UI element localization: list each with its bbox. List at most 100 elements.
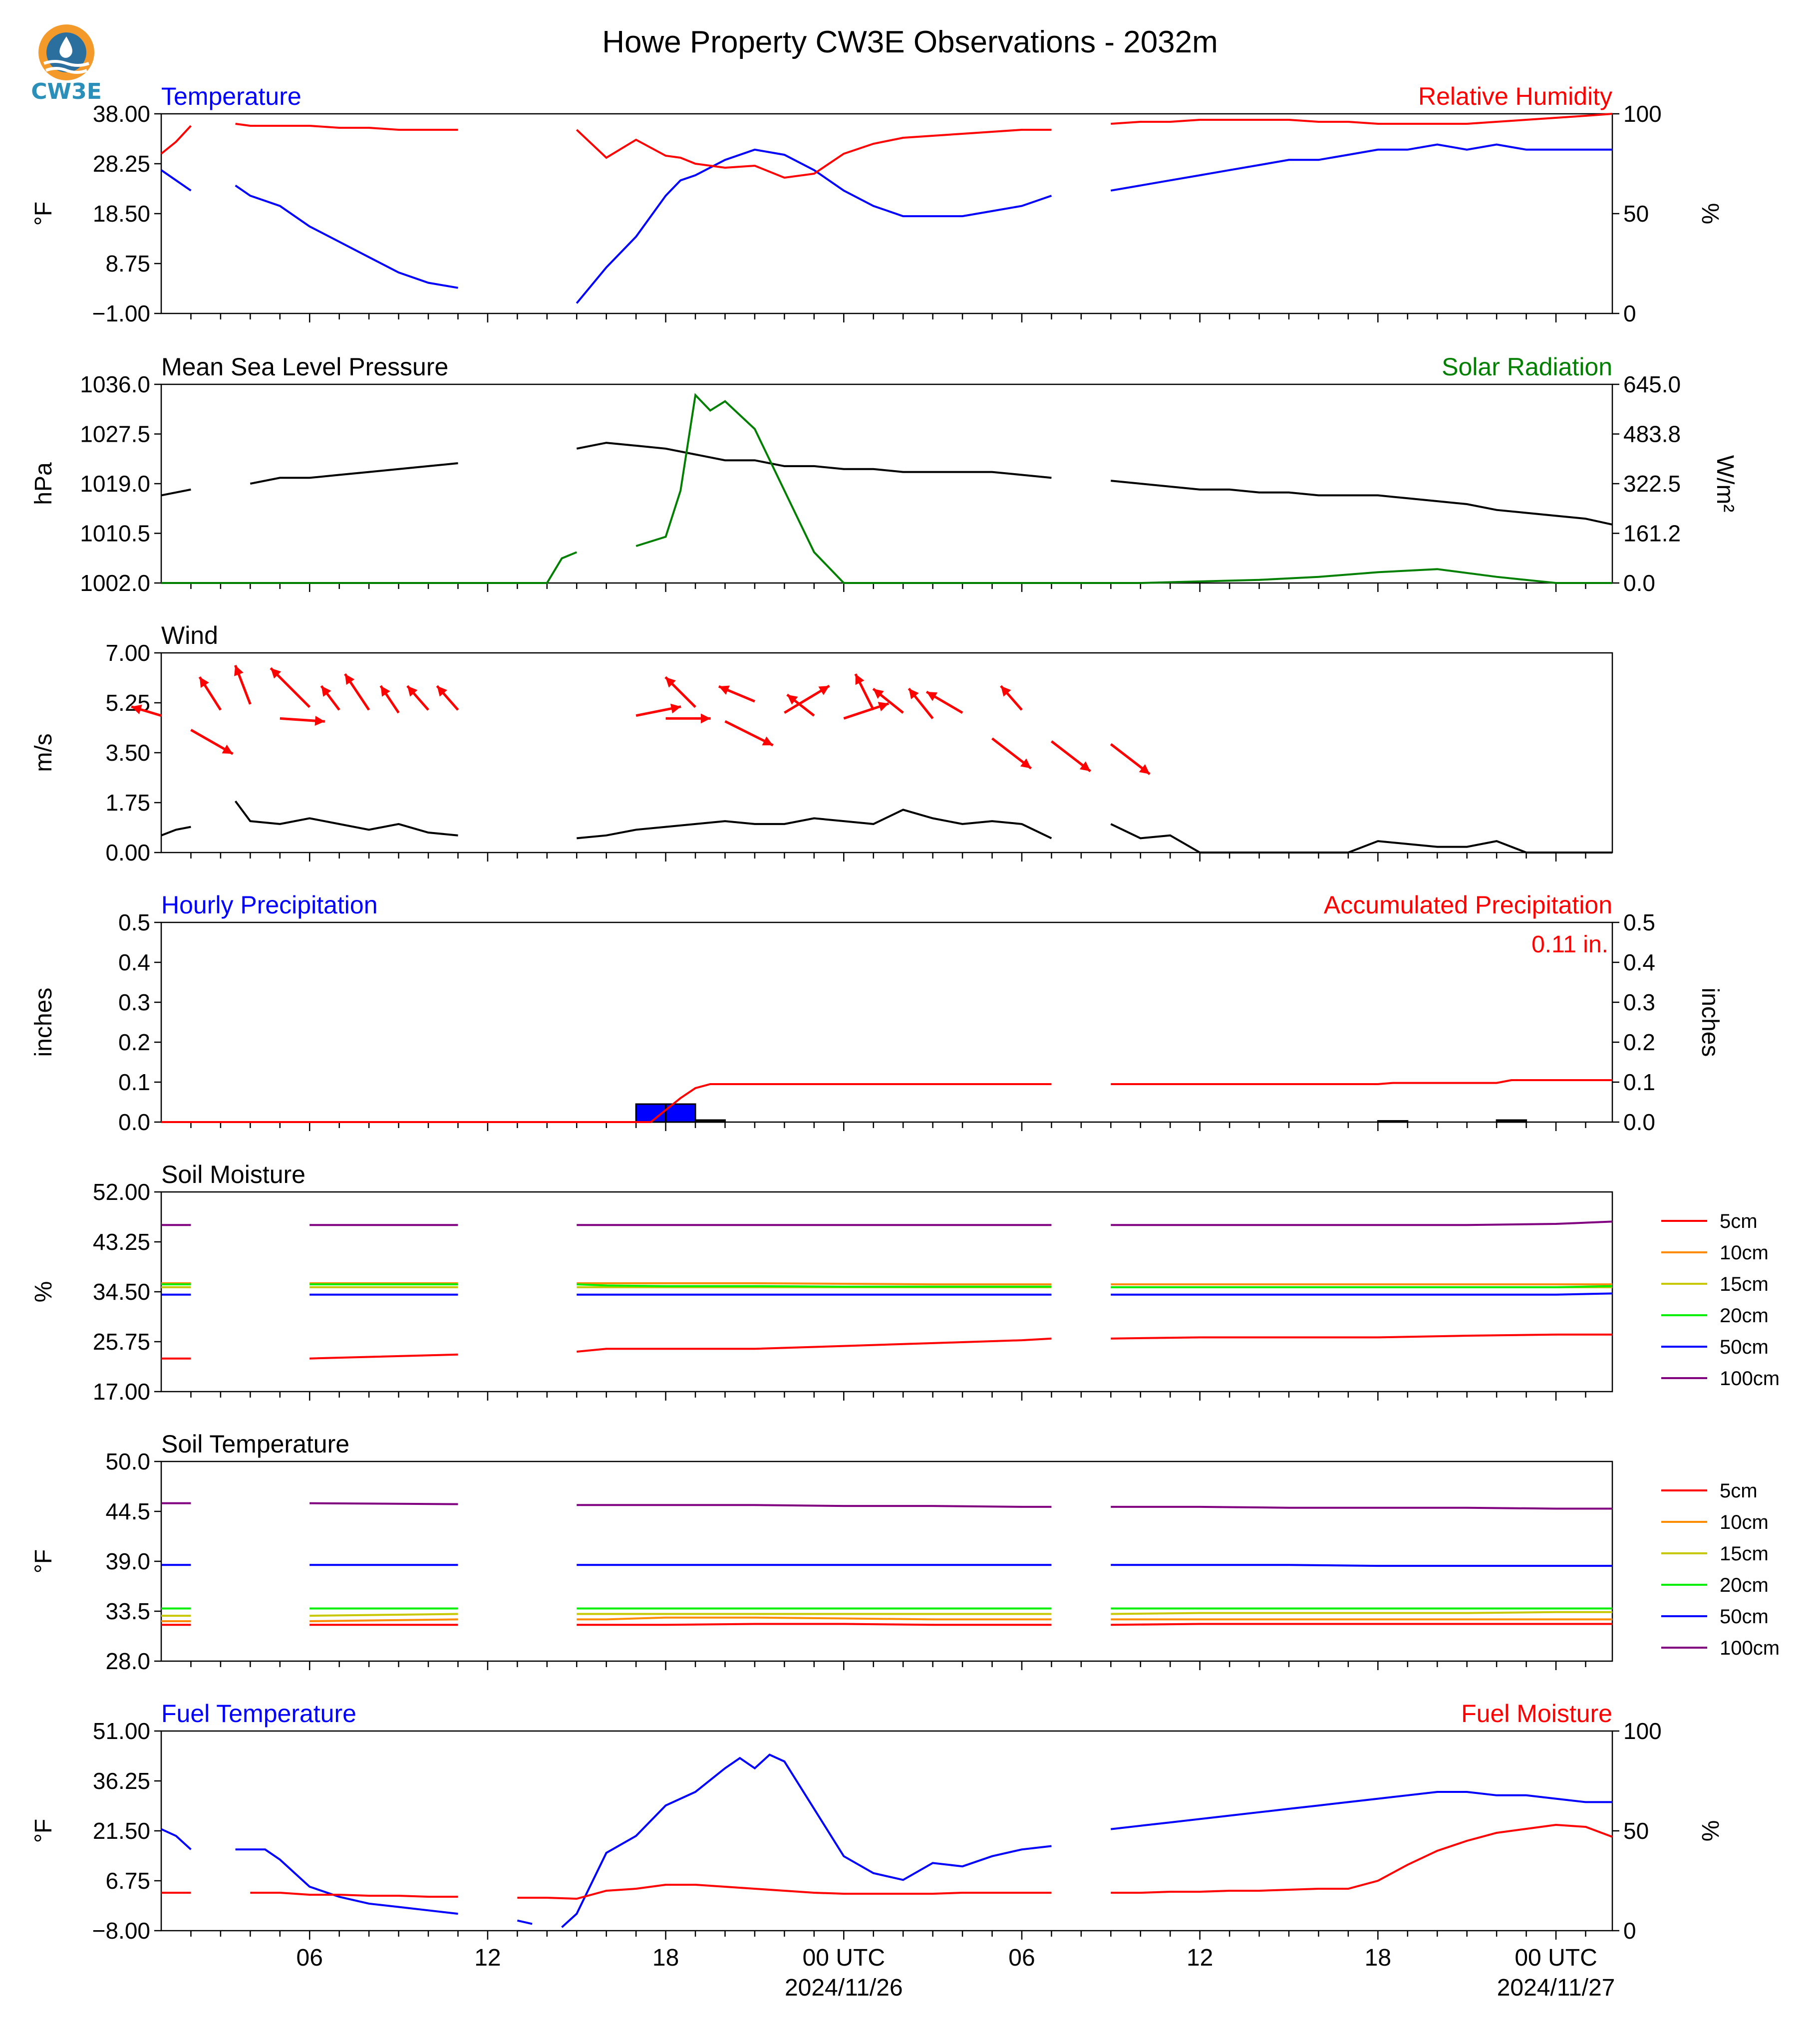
y-tick-label-left: 21.50 [93, 1818, 150, 1844]
soil-line-50cm [161, 1564, 1612, 1567]
panel-title-right: Fuel Moisture [1461, 1700, 1612, 1728]
x-date-label: 2024/11/26 [785, 1975, 903, 2001]
wind-arrow-head [665, 677, 676, 688]
legend-label: 50cm [1720, 1606, 1769, 1628]
panel-frame [160, 1191, 1613, 1393]
wind-arrow-head [718, 685, 730, 695]
panel-title-left: Wind [161, 621, 218, 649]
logo-text: CW3E [31, 79, 102, 104]
y-tick-label-right: 50 [1623, 1818, 1649, 1844]
legend-label: 50cm [1720, 1336, 1769, 1358]
wind-arrow-head [1020, 758, 1031, 769]
soil-line-50cm [161, 1292, 1613, 1296]
x-tick-label: 12 [1187, 1945, 1213, 1971]
y-tick-label-left: 0.5 [118, 909, 150, 935]
y-tick-label-left: 1027.5 [80, 421, 150, 447]
y-tick-label-left: 25.75 [93, 1329, 150, 1355]
y-tick-label-left: 33.5 [105, 1598, 150, 1624]
y-axis-label-left: m/s [30, 733, 57, 772]
series-line-0 [160, 143, 1612, 304]
y-tick-label-left: 38.00 [93, 101, 150, 127]
panel-wind: Wind 7.00 5.25 3.50 1.75 0.00 m/s [30, 621, 1613, 866]
y-tick-label-right: 0.4 [1623, 949, 1655, 975]
wind-arrow-head [855, 674, 865, 685]
legend-label: 100cm [1720, 1368, 1780, 1390]
panel-title-left: Soil Temperature [161, 1430, 349, 1458]
wind-arrow-head [222, 744, 233, 754]
soil-line-10cm [161, 1616, 1612, 1622]
wind-arrow-head [878, 702, 889, 712]
soil-line-20cm [161, 1283, 1613, 1288]
y-tick-label-left: 1002.0 [80, 570, 150, 596]
y-tick-label-right: 0 [1623, 1918, 1636, 1944]
y-tick-label-right: 100 [1623, 101, 1662, 127]
wind-arrow-head [787, 694, 798, 705]
y-tick-label-left: 3.50 [105, 740, 150, 766]
panel-frame [160, 383, 1613, 584]
soil-line-10cm [161, 1282, 1612, 1286]
legend-label: 15cm [1720, 1543, 1769, 1565]
legend-label: 10cm [1720, 1511, 1769, 1533]
y-tick-label-right: 0.3 [1623, 989, 1655, 1015]
soil-line-100cm [161, 1502, 1612, 1510]
wind-arrow-head [818, 686, 830, 695]
y-tick-label-left: 39.0 [105, 1548, 150, 1574]
y-tick-label-right: 161.2 [1623, 521, 1681, 547]
panel-frame [160, 1730, 1613, 1932]
y-tick-label-left: 34.50 [93, 1279, 150, 1305]
legend-label: 100cm [1720, 1637, 1780, 1659]
panel-title-right: Accumulated Precipitation [1324, 891, 1612, 919]
y-tick-label-left: 7.00 [105, 640, 150, 666]
y-axis-label-right: % [1697, 203, 1723, 225]
panel-frame [160, 652, 1613, 854]
wind-arrow-head [380, 686, 390, 697]
y-tick-label-left: 6.75 [105, 1868, 150, 1894]
legend-label: 20cm [1720, 1574, 1769, 1596]
x-tick-label: 00 UTC [1515, 1945, 1597, 1971]
soil-line-100cm [161, 1220, 1613, 1226]
soil-line-15cm [161, 1611, 1612, 1617]
wind-arrow-head [701, 713, 711, 724]
x-date-label: 2024/11/27 [1497, 1975, 1615, 2001]
figure-title: Howe Property CW3E Observations - 2032m [602, 25, 1218, 59]
panel-title-right: Solar Radiation [1442, 353, 1612, 381]
series-line-1 [161, 393, 1612, 584]
y-axis-label-left: hPa [30, 462, 57, 505]
y-tick-label-right: 0.2 [1623, 1029, 1655, 1055]
soil-line-5cm [161, 1333, 1612, 1360]
legend-label: 20cm [1720, 1305, 1769, 1327]
panel-frame [160, 1460, 1613, 1662]
cw3e-logo [38, 24, 94, 80]
y-tick-label-left: 0.4 [118, 949, 150, 975]
wind-speed-line [161, 800, 1612, 854]
panel-soil_temp: Soil Temperature 50.0 44.5 39.0 33.5 28.0 °F 5c… [30, 1430, 1780, 1674]
wind-arrow-head [670, 703, 681, 714]
y-tick-label-right: 0.0 [1623, 570, 1655, 596]
panel-title-left: Soil Moisture [161, 1160, 305, 1188]
y-axis-label-left: % [30, 1281, 57, 1303]
x-tick-label: 06 [1008, 1945, 1035, 1971]
y-tick-label-right: 483.8 [1623, 421, 1681, 447]
y-tick-label-left: 1019.0 [80, 471, 150, 497]
y-tick-label-left: 0.3 [118, 989, 150, 1015]
y-tick-label-left: −8.00 [92, 1918, 150, 1944]
panel-temp_rh: Temperature Relative Humidity 38.00 28.25 18… [30, 82, 1723, 326]
panel-precip: Hourly Precipitation Accumulated Precipit… [30, 891, 1723, 1135]
y-tick-label-left: 0.1 [118, 1069, 150, 1095]
series-line-1 [161, 1823, 1613, 1900]
y-tick-label-left: 0.2 [118, 1029, 150, 1055]
wind-arrow-head [234, 665, 244, 676]
y-tick-label-left: 18.50 [93, 201, 150, 227]
y-axis-label-right: W/m² [1712, 455, 1738, 513]
y-tick-label-left: 43.25 [93, 1229, 150, 1255]
y-axis-label-left: °F [30, 1819, 57, 1843]
wind-arrow-head [407, 686, 418, 697]
wind-arrow-head [321, 686, 331, 697]
legend-label: 5cm [1720, 1480, 1758, 1502]
precip-bar [694, 1119, 726, 1123]
y-tick-label-left: 28.0 [105, 1648, 150, 1674]
y-tick-label-right: 50 [1623, 201, 1649, 227]
y-tick-label-left: 1036.0 [80, 371, 150, 397]
wind-arrow-head [271, 668, 282, 679]
